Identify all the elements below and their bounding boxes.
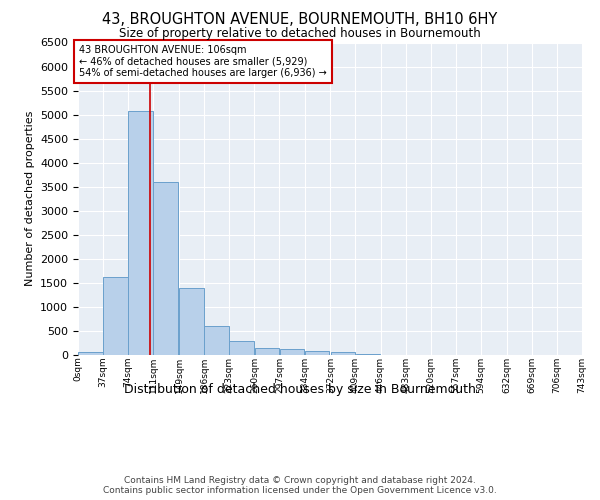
Bar	[128, 111, 153, 355]
Bar	[356, 354, 380, 355]
Bar	[154, 182, 178, 355]
Bar	[103, 276, 128, 355]
Text: 43 BROUGHTON AVENUE: 106sqm
← 46% of detached houses are smaller (5,929)
54% of : 43 BROUGHTON AVENUE: 106sqm ← 46% of det…	[79, 45, 327, 78]
Bar	[179, 288, 204, 355]
Text: Size of property relative to detached houses in Bournemouth: Size of property relative to detached ho…	[119, 28, 481, 40]
Bar	[331, 352, 355, 355]
Bar	[205, 326, 229, 355]
Y-axis label: Number of detached properties: Number of detached properties	[25, 111, 35, 286]
Bar	[254, 348, 279, 355]
Text: Distribution of detached houses by size in Bournemouth: Distribution of detached houses by size …	[124, 382, 476, 396]
Text: 43, BROUGHTON AVENUE, BOURNEMOUTH, BH10 6HY: 43, BROUGHTON AVENUE, BOURNEMOUTH, BH10 …	[103, 12, 497, 28]
Text: Contains HM Land Registry data © Crown copyright and database right 2024.
Contai: Contains HM Land Registry data © Crown c…	[103, 476, 497, 495]
Bar	[280, 349, 304, 355]
Bar	[229, 341, 254, 355]
Bar	[78, 352, 103, 355]
Bar	[305, 350, 329, 355]
